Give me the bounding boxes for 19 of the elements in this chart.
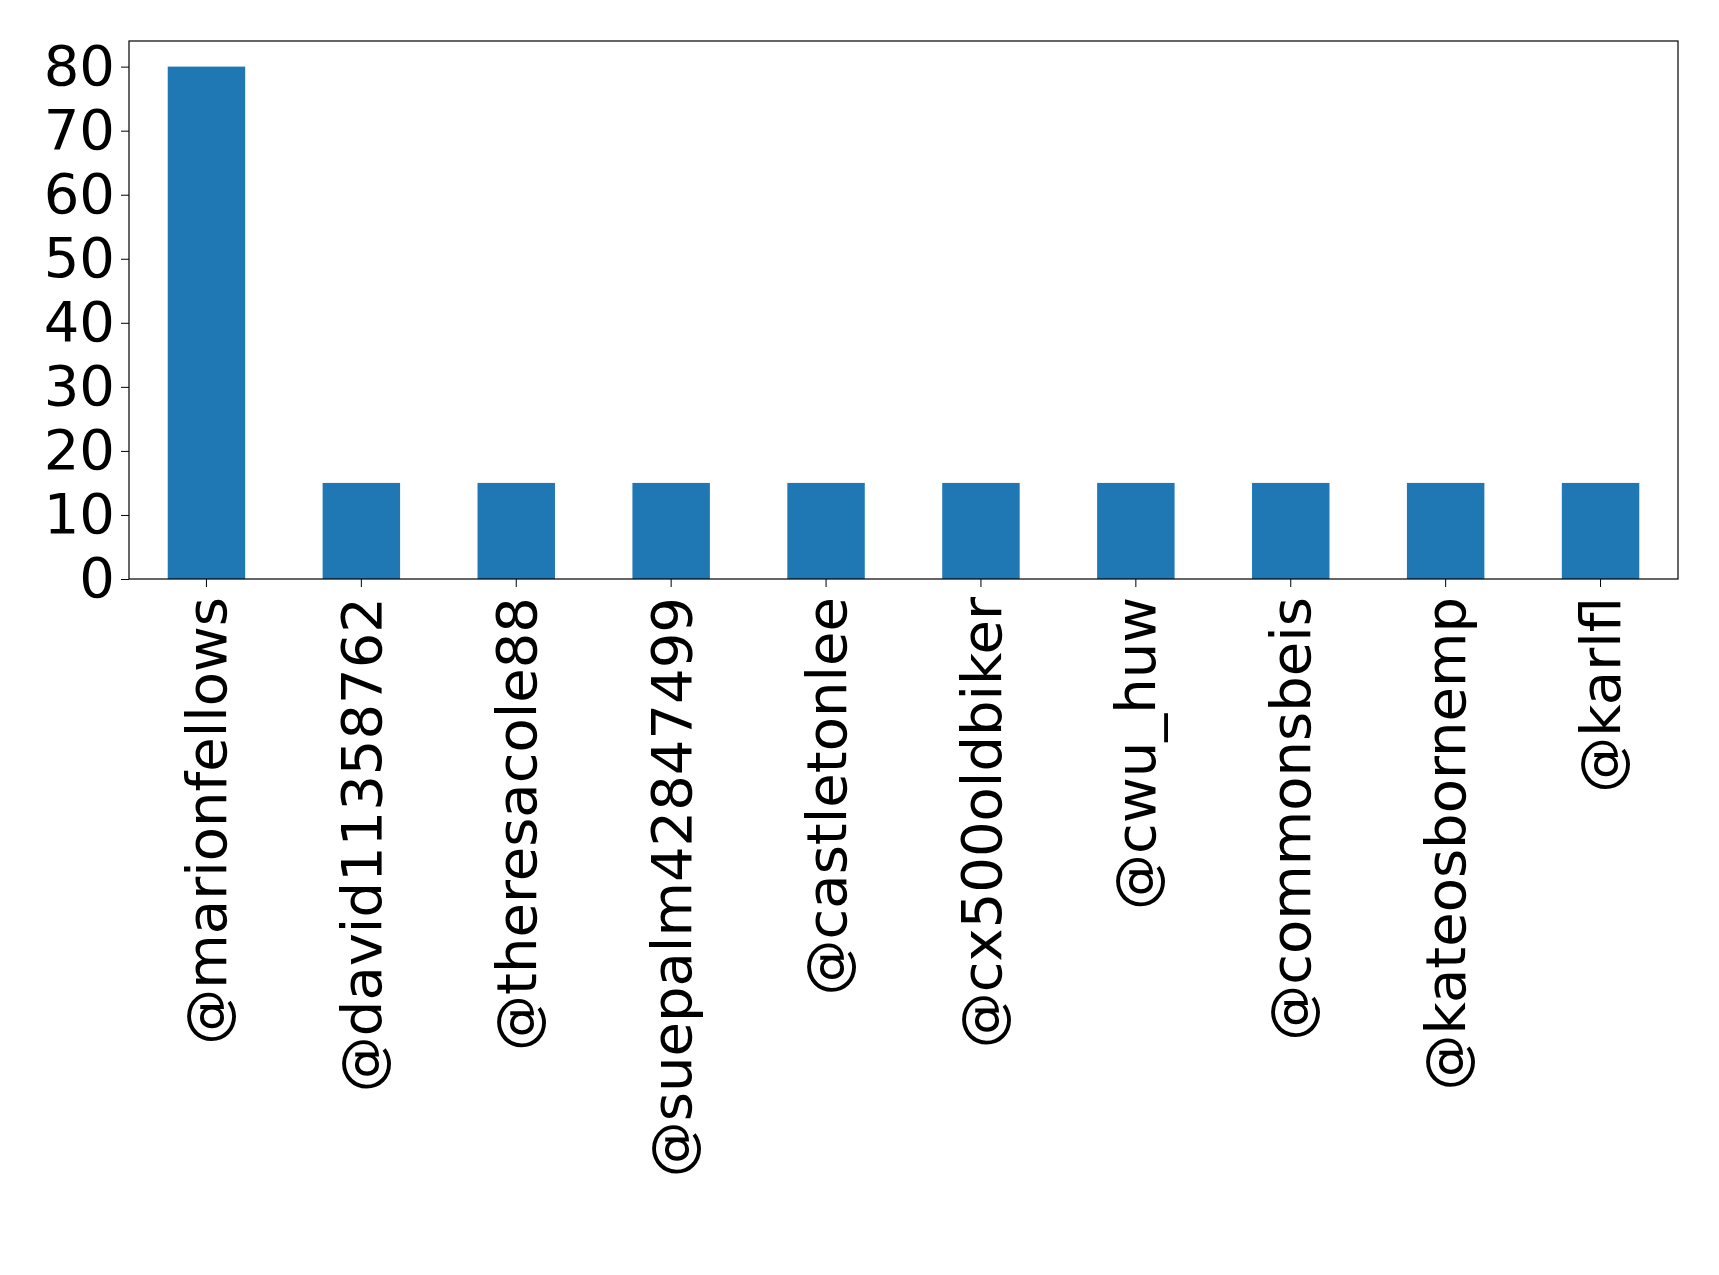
x-tick-label: @castletonlee [793, 597, 859, 996]
x-tick-label: @cx500oldbiker [948, 596, 1014, 1049]
y-tick-label: 80 [43, 33, 115, 99]
x-tick-label: @commonsbeis [1258, 597, 1324, 1041]
x-tick-label: @cwu_huw [1103, 597, 1169, 910]
y-tick-label: 70 [43, 97, 115, 163]
x-tick-label: @karlfl [1568, 597, 1634, 793]
y-tick-label: 60 [43, 161, 115, 227]
x-tick-label: @david11358762 [328, 597, 394, 1093]
y-tick-label: 50 [43, 225, 115, 291]
y-tick-label: 30 [43, 353, 115, 419]
y-tick-label: 20 [43, 417, 115, 483]
y-tick-label: 40 [43, 289, 115, 355]
y-tick-label: 10 [43, 481, 115, 547]
x-tick-label: @suepalm42847499 [638, 597, 704, 1178]
x-tick-label: @marionfellows [174, 597, 240, 1045]
x-tick-label: @kateosbornemp [1413, 597, 1479, 1091]
y-tick-label: 0 [79, 545, 115, 611]
x-tick-label: @theresacole88 [483, 597, 549, 1051]
